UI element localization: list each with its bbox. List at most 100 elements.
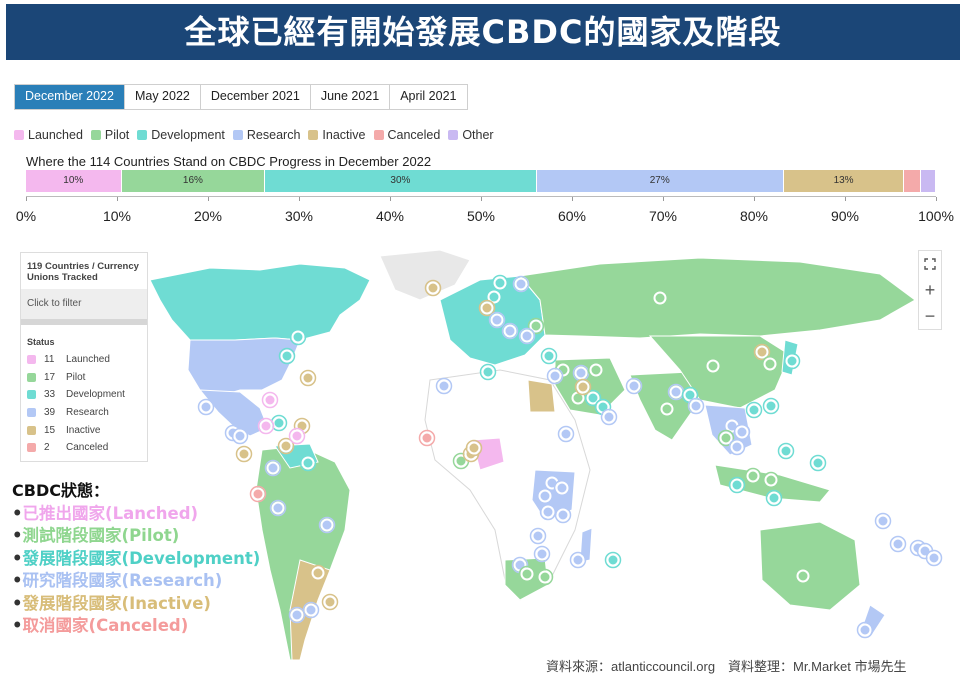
legend-research[interactable]: Research	[232, 128, 300, 142]
region-russia[interactable]	[519, 257, 916, 339]
bar-segment-launched[interactable]: 10%	[26, 170, 121, 192]
country-marker[interactable]	[291, 330, 305, 344]
country-marker[interactable]	[320, 518, 334, 532]
zoom-out-button[interactable]: −	[924, 306, 936, 326]
country-marker[interactable]	[706, 359, 720, 373]
country-marker[interactable]	[785, 354, 799, 368]
country-marker[interactable]	[767, 491, 781, 505]
country-marker[interactable]	[725, 419, 739, 433]
region-canada[interactable]	[149, 263, 371, 341]
filter-row-canceled[interactable]: 2 Canceled	[21, 439, 147, 457]
country-marker[interactable]	[858, 623, 872, 637]
legend-inactive[interactable]: Inactive	[308, 128, 366, 142]
region-usa[interactable]	[187, 337, 301, 397]
zoom-in-button[interactable]: +	[924, 280, 936, 300]
country-marker[interactable]	[311, 566, 325, 580]
tab-december-2022[interactable]: December 2022	[15, 85, 125, 109]
legend-development[interactable]: Development	[137, 128, 225, 142]
country-marker[interactable]	[669, 385, 683, 399]
country-marker[interactable]	[454, 454, 468, 468]
country-marker[interactable]	[538, 489, 552, 503]
country-marker[interactable]	[574, 366, 588, 380]
country-marker[interactable]	[493, 276, 507, 290]
country-marker[interactable]	[301, 456, 315, 470]
country-marker[interactable]	[556, 508, 570, 522]
country-marker[interactable]	[576, 380, 590, 394]
country-marker[interactable]	[689, 399, 703, 413]
country-marker[interactable]	[764, 399, 778, 413]
country-marker[interactable]	[279, 439, 293, 453]
country-marker[interactable]	[891, 537, 905, 551]
country-marker[interactable]	[755, 345, 769, 359]
country-marker[interactable]	[535, 547, 549, 561]
bar-segment-canceled[interactable]	[904, 170, 920, 192]
filter-row-development[interactable]: 33 Development	[21, 386, 147, 404]
country-marker[interactable]	[602, 410, 616, 424]
country-marker[interactable]	[763, 357, 777, 371]
country-marker[interactable]	[280, 349, 294, 363]
country-marker[interactable]	[541, 505, 555, 519]
country-marker[interactable]	[571, 553, 585, 567]
tab-december-2021[interactable]: December 2021	[200, 85, 311, 109]
legend-launched[interactable]: Launched	[14, 128, 83, 142]
country-marker[interactable]	[490, 313, 504, 327]
country-marker[interactable]	[746, 469, 760, 483]
country-marker[interactable]	[730, 478, 744, 492]
country-marker[interactable]	[542, 349, 556, 363]
filter-row-launched[interactable]: 11 Launched	[21, 351, 147, 369]
country-marker[interactable]	[735, 425, 749, 439]
country-marker[interactable]	[730, 440, 744, 454]
country-marker[interactable]	[606, 553, 620, 567]
country-marker[interactable]	[290, 429, 304, 443]
country-marker[interactable]	[266, 461, 280, 475]
bar-segment-pilot[interactable]: 16%	[121, 170, 265, 192]
country-marker[interactable]	[927, 551, 941, 565]
country-marker[interactable]	[426, 281, 440, 295]
country-marker[interactable]	[520, 567, 534, 581]
country-marker[interactable]	[586, 391, 600, 405]
region-egypt[interactable]	[527, 379, 556, 413]
bar-segment-development[interactable]: 30%	[265, 170, 536, 192]
country-marker[interactable]	[199, 400, 213, 414]
country-marker[interactable]	[481, 365, 495, 379]
country-marker[interactable]	[272, 416, 286, 430]
country-marker[interactable]	[480, 301, 494, 315]
expand-icon[interactable]	[919, 251, 941, 277]
legend-other[interactable]: Other	[448, 128, 494, 142]
bar-segment-other[interactable]	[920, 170, 935, 192]
legend-pilot[interactable]: Pilot	[90, 128, 129, 142]
country-marker[interactable]	[259, 419, 273, 433]
country-marker[interactable]	[779, 444, 793, 458]
country-marker[interactable]	[251, 487, 265, 501]
filter-row-inactive[interactable]: 15 Inactive	[21, 421, 147, 439]
tab-june-2021[interactable]: June 2021	[310, 85, 391, 109]
region-mexico[interactable]	[198, 389, 269, 437]
country-marker[interactable]	[233, 429, 247, 443]
filter-row-pilot[interactable]: 17 Pilot	[21, 369, 147, 387]
country-marker[interactable]	[559, 427, 573, 441]
country-marker[interactable]	[437, 379, 451, 393]
bar-segment-inactive[interactable]: 13%	[784, 170, 904, 192]
country-marker[interactable]	[764, 473, 778, 487]
region-australia[interactable]	[759, 521, 861, 611]
country-marker[interactable]	[263, 393, 277, 407]
country-marker[interactable]	[487, 290, 501, 304]
country-marker[interactable]	[503, 324, 517, 338]
country-marker[interactable]	[653, 291, 667, 305]
country-marker[interactable]	[323, 595, 337, 609]
country-marker[interactable]	[514, 277, 528, 291]
country-marker[interactable]	[520, 329, 534, 343]
country-marker[interactable]	[467, 441, 481, 455]
country-marker[interactable]	[747, 403, 761, 417]
country-marker[interactable]	[304, 603, 318, 617]
world-map[interactable]	[0, 240, 963, 670]
filter-row-research[interactable]: 39 Research	[21, 404, 147, 422]
country-marker[interactable]	[627, 379, 641, 393]
country-marker[interactable]	[290, 608, 304, 622]
legend-canceled[interactable]: Canceled	[373, 128, 440, 142]
country-marker[interactable]	[596, 400, 610, 414]
country-marker[interactable]	[589, 363, 603, 377]
country-marker[interactable]	[811, 456, 825, 470]
country-marker[interactable]	[548, 369, 562, 383]
country-marker[interactable]	[660, 402, 674, 416]
